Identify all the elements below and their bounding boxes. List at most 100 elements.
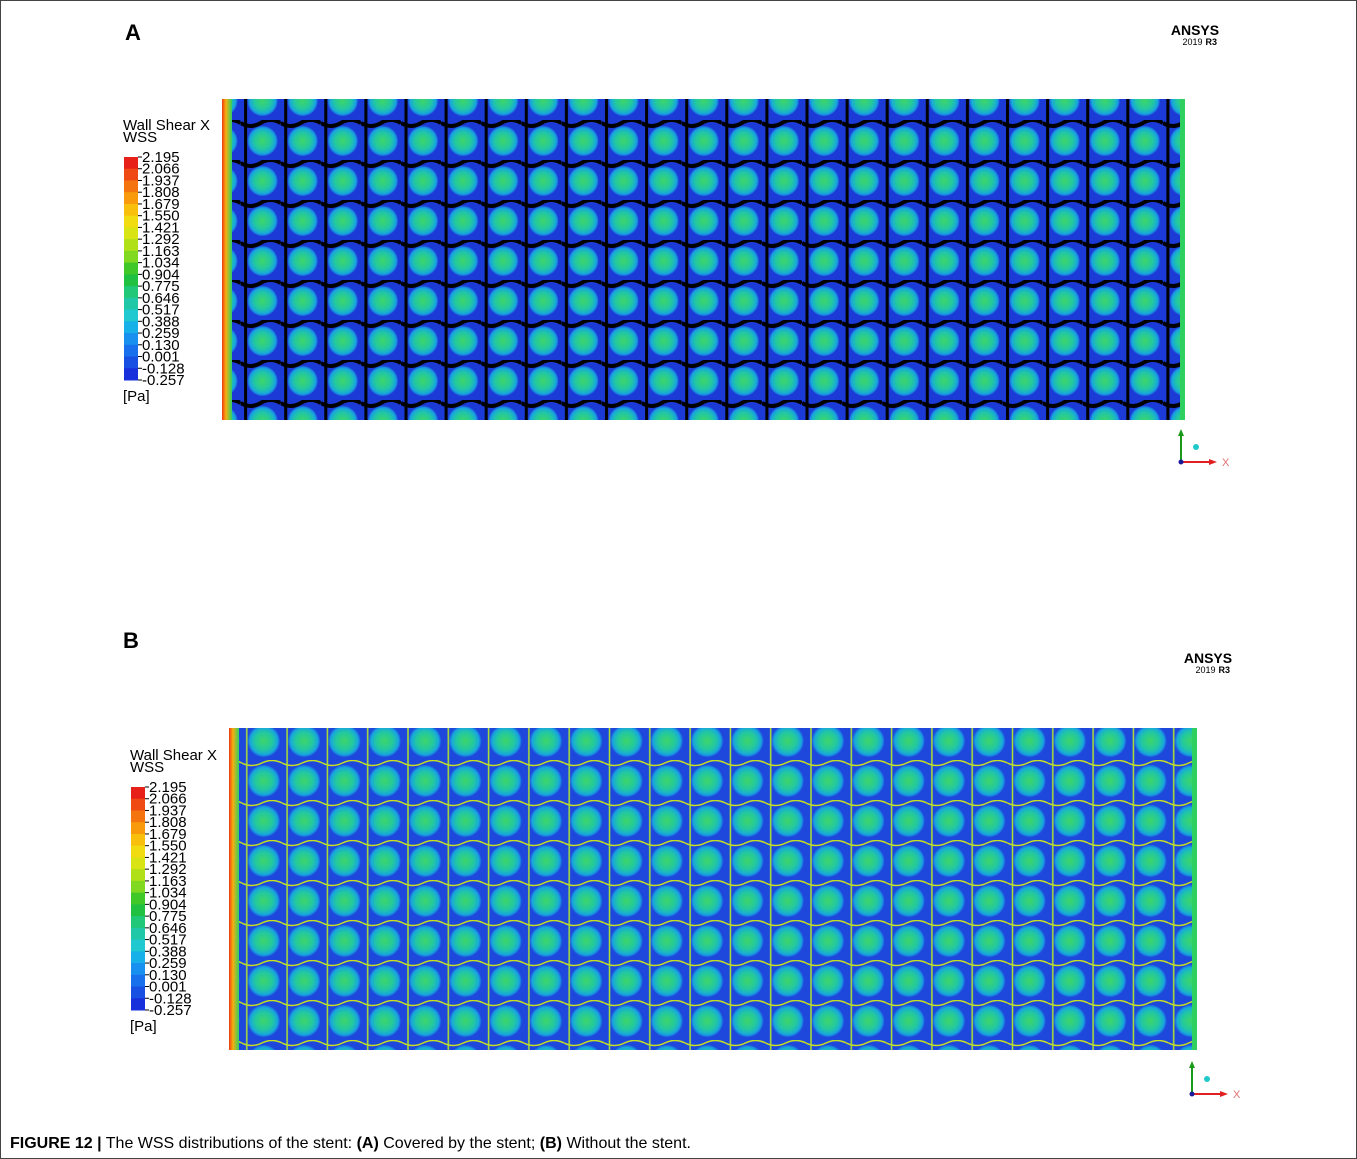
colorbar-label: 0.517 xyxy=(149,932,187,949)
colorbar-band xyxy=(131,822,145,835)
colorbar-label: -0.128 xyxy=(142,360,185,377)
logo-version: 2019 R3 xyxy=(1182,37,1217,47)
colorbar-band xyxy=(124,239,138,252)
axis-label: X xyxy=(1233,1089,1241,1101)
colorbar-band xyxy=(124,262,138,275)
colorbar-band xyxy=(131,869,145,882)
colorbar-band xyxy=(131,892,145,905)
colorbar-label: 1.421 xyxy=(142,219,180,236)
colorbar-label: 2.066 xyxy=(149,791,187,808)
axis-origin xyxy=(1189,1091,1195,1097)
caption-text: The WSS distributions of the stent: xyxy=(106,1135,352,1152)
colorbar-band xyxy=(124,215,138,228)
colorbar-band xyxy=(131,927,145,941)
colorbar-label: 1.292 xyxy=(149,861,187,878)
colorbar-band xyxy=(124,297,138,311)
caption-item: Covered by the stent; xyxy=(383,1135,535,1152)
caption-item: Without the stent. xyxy=(566,1135,691,1152)
axis-ball xyxy=(1204,1076,1210,1082)
caption-key: (A) xyxy=(357,1135,379,1152)
legend-unit: [Pa] xyxy=(130,1018,157,1035)
colorbar-label: 2.066 xyxy=(142,161,180,178)
colorbar-band xyxy=(124,274,138,287)
colorbar-band xyxy=(131,998,145,1011)
colorbar-label: 1.679 xyxy=(142,196,180,213)
colorbar-band xyxy=(131,810,145,823)
colorbar-band xyxy=(131,904,145,917)
colorbar-band xyxy=(131,951,145,964)
colorbar-band xyxy=(131,833,145,847)
colorbar-band xyxy=(131,916,145,929)
legend-title: Wall Shear X xyxy=(123,117,210,134)
colorbar-band xyxy=(124,250,138,264)
colorbar-label: 0.646 xyxy=(149,920,187,937)
colorbar-band xyxy=(131,798,145,811)
axis-label: X xyxy=(1222,457,1230,469)
colorbar-band xyxy=(124,286,138,299)
colorbar-label: 0.259 xyxy=(149,955,187,972)
colorbar-band xyxy=(124,157,138,170)
colorbar-band xyxy=(124,344,138,358)
colorbar-label: 0.259 xyxy=(142,325,180,342)
colorbar-label: 1.163 xyxy=(142,243,180,260)
colorbar-label: 0.001 xyxy=(149,979,187,996)
colorbar-label: 1.679 xyxy=(149,826,187,843)
colorbar-band xyxy=(131,880,145,894)
colorbar-band xyxy=(131,963,145,976)
legend-unit: [Pa] xyxy=(123,388,150,405)
axis-x-head xyxy=(1220,1091,1228,1097)
colorbar-label: 0.904 xyxy=(149,896,187,913)
colorbar-band xyxy=(131,787,145,800)
panel-label: A xyxy=(125,20,141,45)
colorbar-band xyxy=(124,180,138,193)
contour-edge xyxy=(1192,728,1197,1050)
panel-label: B xyxy=(123,628,139,653)
contour-plot xyxy=(229,728,1197,1050)
colorbar-label: 0.388 xyxy=(142,313,180,330)
colorbar-label: 1.034 xyxy=(149,885,187,902)
colorbar-label: 0.001 xyxy=(142,349,180,366)
logo-name: ANSYS xyxy=(1184,650,1232,666)
contour-plot xyxy=(222,99,1185,420)
axis-x-head xyxy=(1209,459,1217,465)
contour-edge xyxy=(222,99,232,420)
axis-ball xyxy=(1193,444,1199,450)
logo-year: 2019 xyxy=(1195,665,1215,675)
colorbar-label: 1.421 xyxy=(149,849,187,866)
logo-version: 2019 R3 xyxy=(1195,665,1230,675)
legend-title: Wall Shear X xyxy=(130,747,217,764)
axis-y-head xyxy=(1189,1061,1195,1068)
colorbar-label: -0.257 xyxy=(149,1002,192,1019)
logo-name: ANSYS xyxy=(1171,22,1219,38)
colorbar-label: 0.775 xyxy=(149,908,187,925)
colorbar-label: -0.257 xyxy=(142,372,185,389)
colorbar-label: 1.550 xyxy=(149,838,187,855)
legend-title: WSS xyxy=(130,759,164,776)
axis-y-head xyxy=(1178,429,1184,436)
caption-figure: FIGURE 12 | xyxy=(10,1135,102,1152)
contour-edge xyxy=(1180,99,1185,420)
caption: FIGURE 12 | The WSS distributions of the… xyxy=(10,1135,691,1152)
colorbar-label: 0.904 xyxy=(142,266,180,283)
colorbar-label: 0.130 xyxy=(142,337,180,354)
colorbar-label: 1.808 xyxy=(142,184,180,201)
colorbar-label: 2.195 xyxy=(142,149,180,166)
colorbar-label: 1.550 xyxy=(142,208,180,225)
logo-release: R3 xyxy=(1218,665,1230,675)
colorbar-label: 0.130 xyxy=(149,967,187,984)
logo-release: R3 xyxy=(1205,37,1217,47)
colorbar-label: 1.163 xyxy=(149,873,187,890)
axis-origin xyxy=(1178,459,1184,465)
colorbar-band xyxy=(124,227,138,240)
colorbar-band xyxy=(124,309,138,322)
logo-year: 2019 xyxy=(1182,37,1202,47)
colorbar-band xyxy=(124,356,138,369)
caption-key: (B) xyxy=(540,1135,562,1152)
colorbar-label: 0.517 xyxy=(142,302,180,319)
colorbar-band xyxy=(124,368,138,381)
colorbar-label: 0.388 xyxy=(149,943,187,960)
colorbar-label: 2.195 xyxy=(149,779,187,796)
colorbar-label: 1.937 xyxy=(142,172,180,189)
colorbar-label: 0.775 xyxy=(142,278,180,295)
